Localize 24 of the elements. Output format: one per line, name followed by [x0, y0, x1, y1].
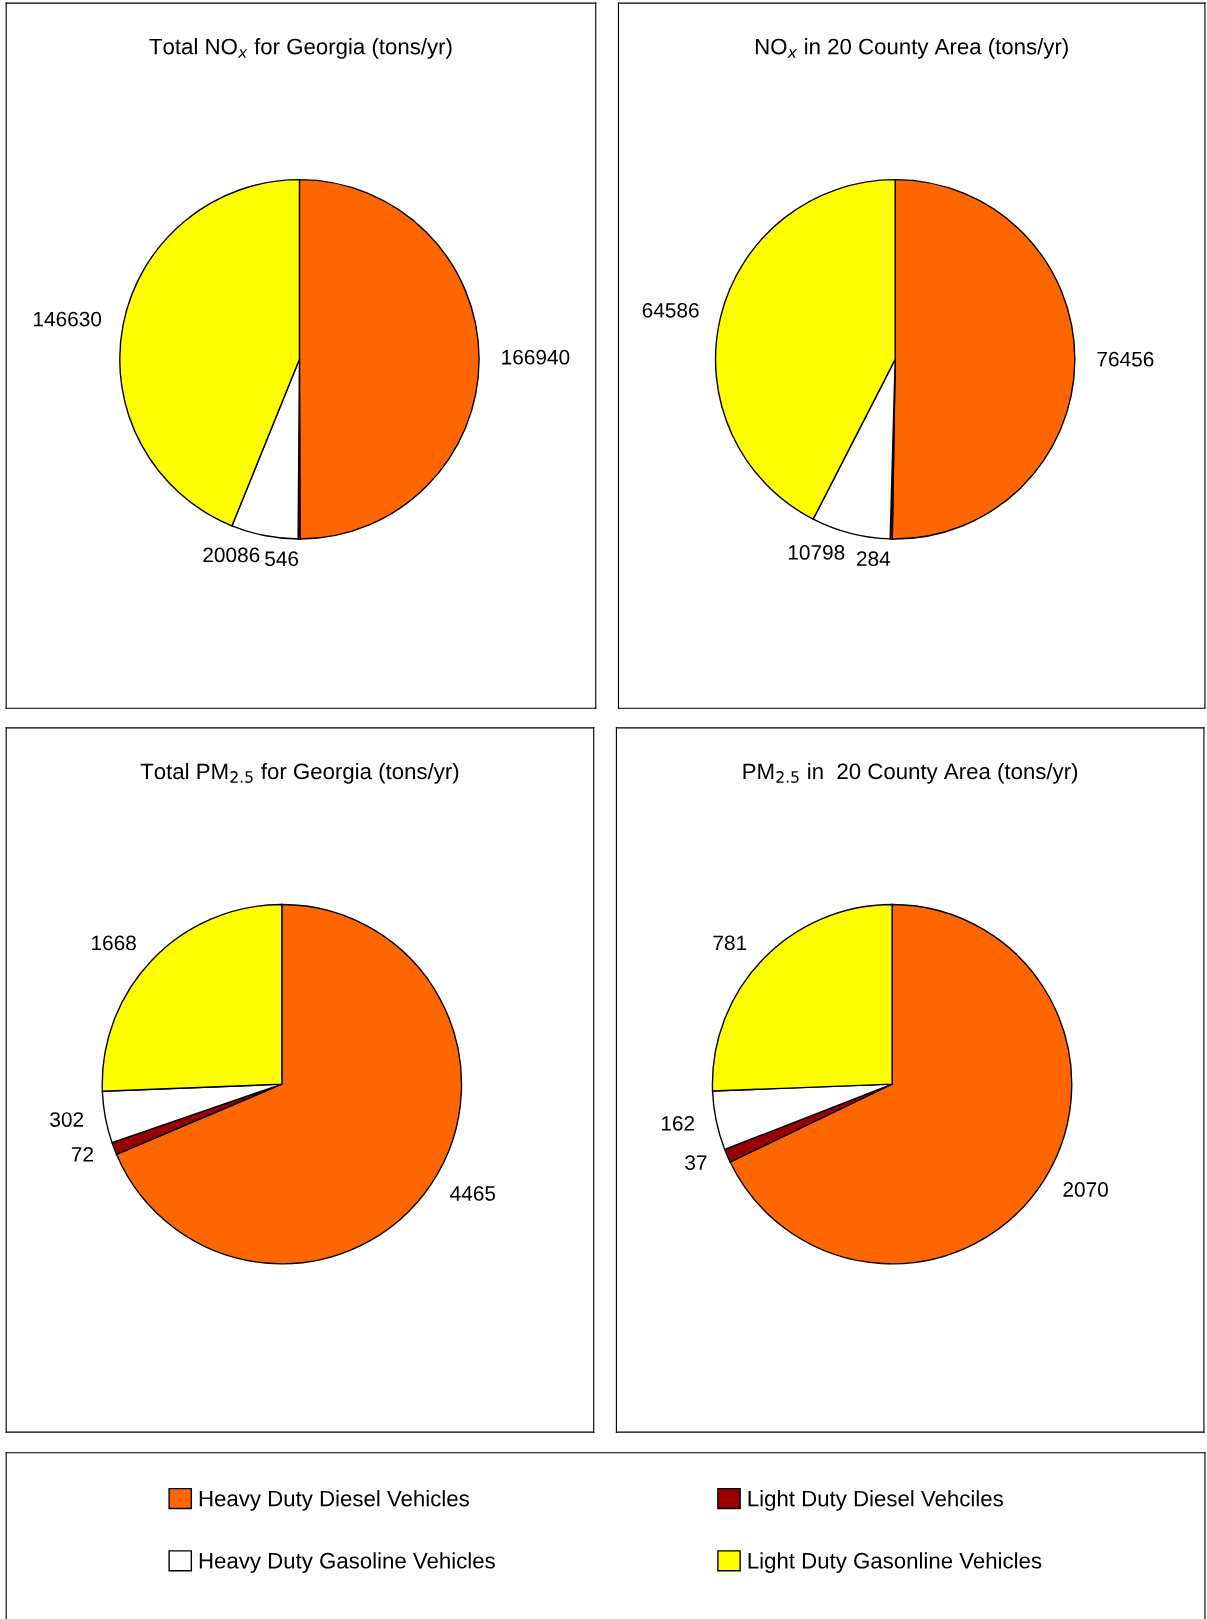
data-label: 302: [50, 1112, 84, 1127]
chart-title: PM$_{2.5}$ in 20 County Area (tons/yr): [743, 762, 1078, 784]
chart-title: Total NO$_{x}$ for Georgia (tons/yr): [149, 38, 452, 59]
legend-label: Heavy Duty Gasoline Vehicles: [199, 1552, 495, 1573]
chart-title: NO$_{x}$ in 20 County Area (tons/yr): [755, 38, 1068, 59]
data-label: 37: [685, 1155, 707, 1170]
legend-label: Heavy Duty Diesel Vehicles: [199, 1490, 469, 1511]
legend-label: Light Duty Diesel Vehciles: [748, 1490, 1003, 1511]
legend-label: Light Duty Gasonline Vehicles: [748, 1552, 1042, 1573]
data-label: 10798: [788, 545, 845, 560]
data-label: 4465: [450, 1186, 496, 1201]
data-label: 781: [713, 935, 747, 951]
data-label: 146630: [34, 311, 102, 327]
chart-title: Total PM$_{2.5}$ for Georgia (tons/yr): [140, 762, 459, 784]
data-label: 72: [71, 1147, 93, 1162]
data-label: 166940: [502, 349, 570, 365]
data-label: 546: [265, 551, 299, 567]
data-label: 162: [661, 1115, 695, 1131]
data-label: 76456: [1097, 351, 1154, 367]
data-label: 1668: [92, 935, 136, 951]
data-label: 2070: [1063, 1182, 1108, 1197]
data-label: 64586: [642, 302, 699, 318]
data-label: 284: [857, 551, 891, 567]
data-label: 20086: [203, 547, 260, 563]
